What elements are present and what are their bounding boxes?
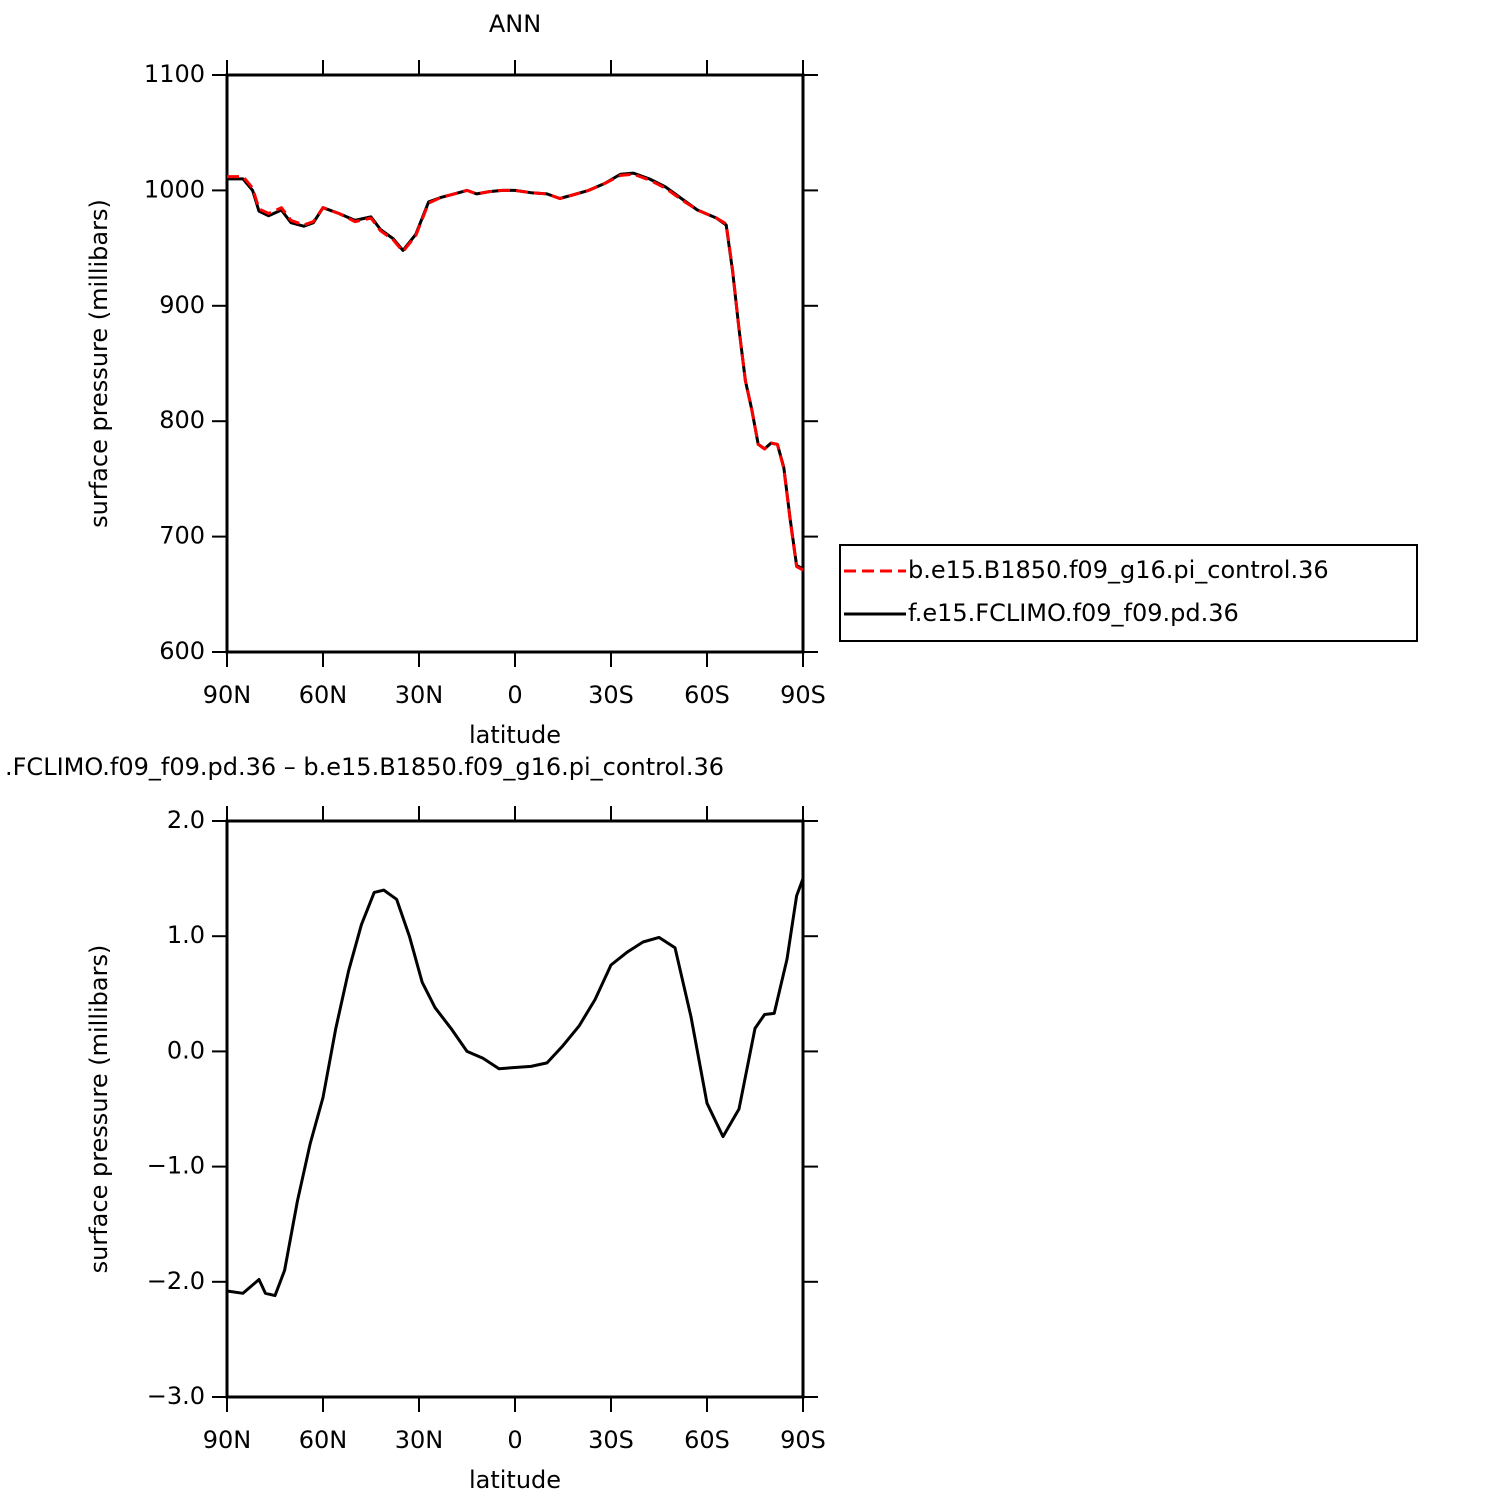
y-tick-label: −2.0 bbox=[147, 1267, 205, 1295]
x-tick-label: 0 bbox=[507, 681, 522, 709]
y-tick-label: 1.0 bbox=[167, 921, 205, 949]
x-tick-label: 60N bbox=[299, 1426, 348, 1454]
y-tick-label: 0.0 bbox=[167, 1036, 205, 1064]
x-axis-label: latitude bbox=[469, 721, 561, 749]
x-tick-label: 90S bbox=[780, 1426, 826, 1454]
y-tick-label: 1000 bbox=[144, 175, 205, 203]
chart-title: ANN bbox=[489, 10, 541, 38]
plot-frame bbox=[225, 819, 805, 1399]
y-tick-label: 800 bbox=[159, 406, 205, 434]
x-tick-label: 90N bbox=[203, 1426, 252, 1454]
x-tick-label: 0 bbox=[507, 1426, 522, 1454]
legend-box bbox=[839, 544, 1418, 642]
data-line bbox=[226, 878, 805, 1298]
x-tick-label: 60S bbox=[684, 681, 730, 709]
x-tick-label: 30S bbox=[588, 681, 634, 709]
y-tick-label: 700 bbox=[159, 522, 205, 550]
y-axis-label: surface pressure (millibars) bbox=[85, 945, 113, 1274]
y-tick-label: 1100 bbox=[144, 60, 205, 88]
legend-label: b.e15.B1850.f09_g16.pi_control.36 bbox=[908, 556, 1329, 584]
x-tick-label: 90N bbox=[203, 681, 252, 709]
data-line bbox=[227, 172, 804, 572]
y-axis-label: surface pressure (millibars) bbox=[85, 199, 113, 528]
chart-title: .FCLIMO.f09_f09.pd.36 – b.e15.B1850.f09_… bbox=[5, 753, 724, 781]
x-tick-label: 60N bbox=[299, 681, 348, 709]
x-axis-label: latitude bbox=[469, 1466, 561, 1494]
x-tick-label: 60S bbox=[684, 1426, 730, 1454]
x-tick-label: 30N bbox=[395, 1426, 444, 1454]
data-line bbox=[227, 171, 804, 571]
y-tick-label: 2.0 bbox=[167, 806, 205, 834]
x-tick-label: 30N bbox=[395, 681, 444, 709]
y-tick-label: −1.0 bbox=[147, 1152, 205, 1180]
y-tick-label: 900 bbox=[159, 291, 205, 319]
y-tick-label: −3.0 bbox=[147, 1382, 205, 1410]
x-tick-label: 90S bbox=[780, 681, 826, 709]
plot-frame bbox=[225, 73, 805, 654]
y-tick-label: 600 bbox=[159, 637, 205, 665]
legend-label: f.e15.FCLIMO.f09_f09.pd.36 bbox=[908, 599, 1239, 627]
x-tick-label: 30S bbox=[588, 1426, 634, 1454]
